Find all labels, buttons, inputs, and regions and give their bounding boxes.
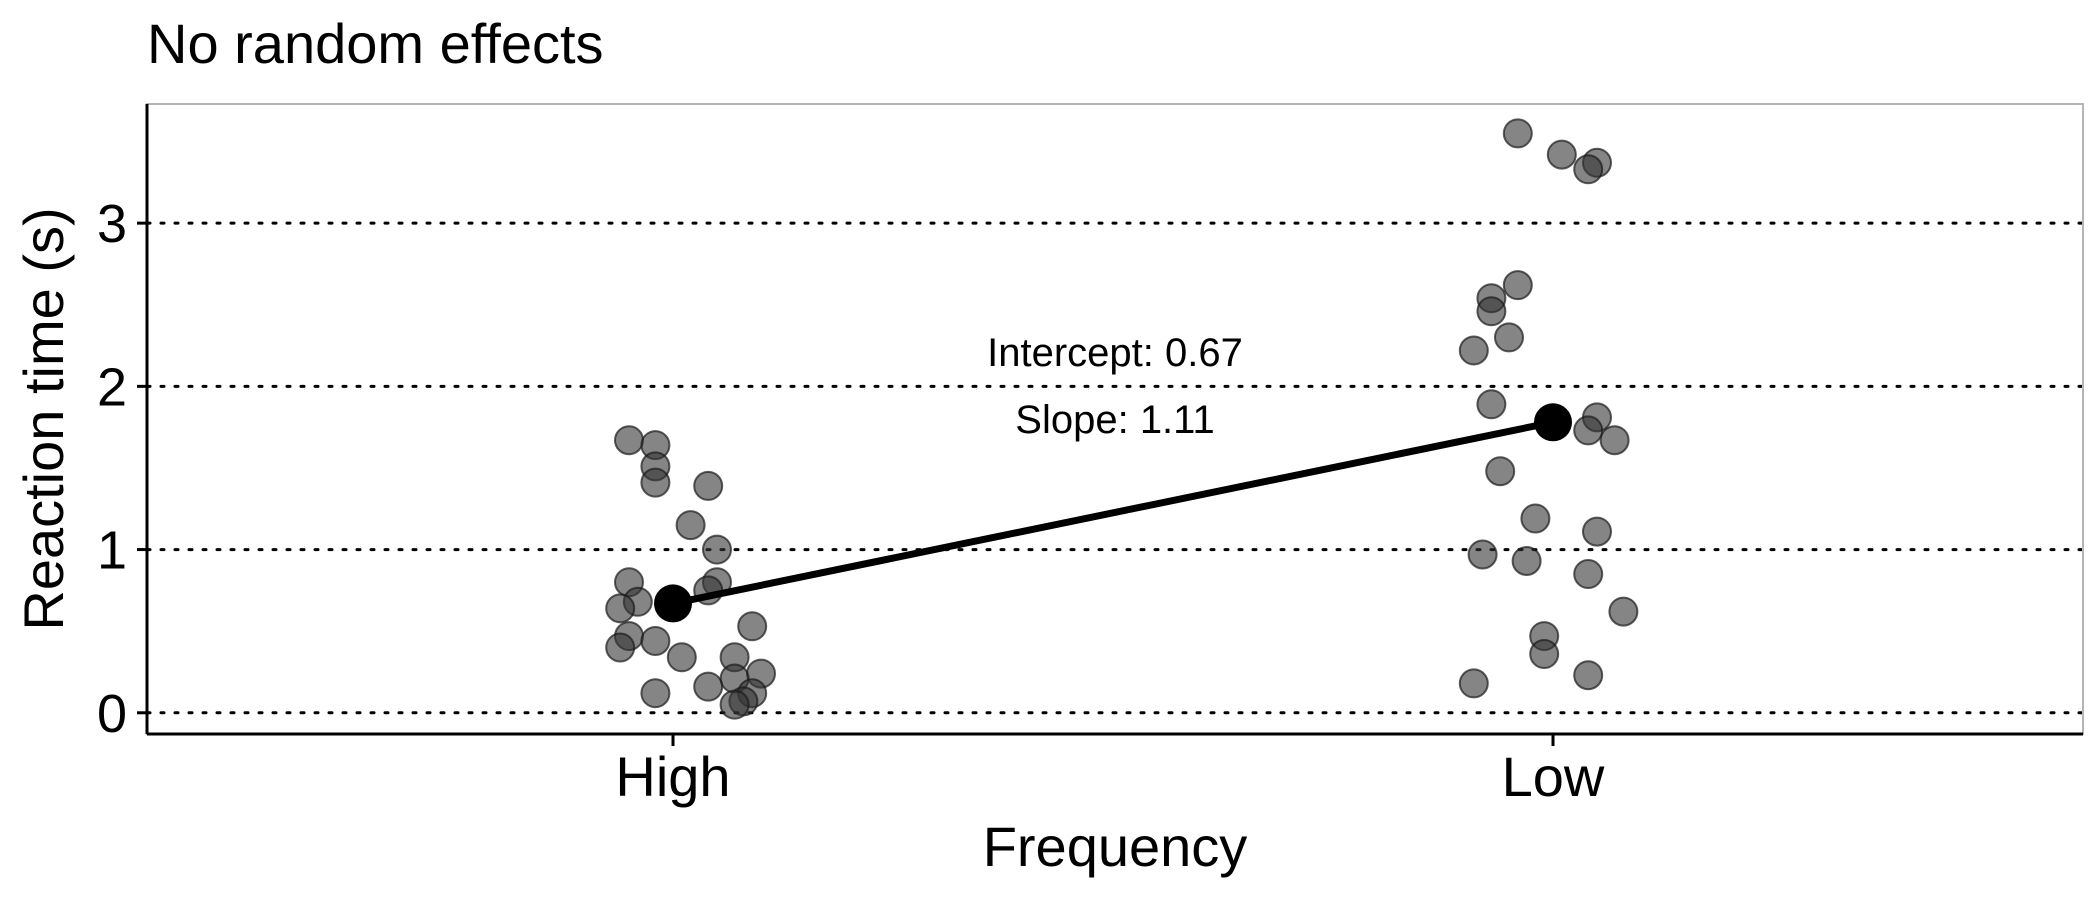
data-point-high-12 [605,593,636,624]
gridlines [145,221,2085,715]
data-point-low-20 [1608,596,1639,627]
data-point-low-7 [1476,296,1507,327]
data-point-low-15 [1520,503,1551,534]
x-axis-title: Frequency [983,815,1248,878]
y-axis-title: Reaction time (s) [12,207,75,630]
y-tick-label-3: 3 [97,194,127,254]
data-point-low-24 [1458,668,1489,699]
data-point-high-25 [719,689,750,720]
data-point-low-19 [1573,559,1604,590]
data-point-low-17 [1467,539,1498,570]
y-ticks: 0 1 2 3 [97,194,147,744]
data-points [605,118,1639,720]
slope-annotation: Slope: 1.11 [1015,398,1214,442]
data-point-high-13 [737,611,768,642]
x-tick-label-low: Low [1502,745,1605,808]
fit-point-low [1534,403,1572,442]
data-point-low-2 [1546,139,1577,170]
data-point-low-5 [1502,270,1533,301]
data-point-low-10 [1476,389,1507,420]
data-point-high-7 [702,534,732,565]
data-point-high-6 [675,510,706,541]
data-point-low-14 [1485,456,1516,487]
data-point-high-1 [614,425,644,456]
data-point-high-15 [640,625,671,656]
y-tick-label-2: 2 [97,357,127,417]
data-point-low-8 [1494,322,1524,353]
data-point-low-1 [1502,118,1533,149]
x-ticks: High Low [615,734,1605,808]
data-point-low-12 [1573,415,1604,446]
data-point-low-18 [1511,545,1542,576]
chart-title: No random effects [147,12,604,75]
data-point-low-23 [1573,660,1604,691]
data-point-high-17 [666,642,697,673]
data-point-low-16 [1582,516,1612,547]
data-point-low-13 [1599,425,1630,456]
intercept-annotation: Intercept: 0.67 [987,331,1243,375]
data-point-high-4 [640,467,671,498]
y-tick-label-1: 1 [97,521,127,581]
fit-line [672,418,1554,607]
data-point-high-23 [640,678,671,709]
data-point-low-4 [1573,154,1604,185]
data-point-high-16 [605,632,636,663]
data-point-high-21 [693,671,724,702]
data-point-low-22 [1529,639,1560,670]
y-tick-label-0: 0 [97,684,127,744]
fit-point-high [654,584,692,623]
x-tick-label-high: High [615,745,730,808]
data-point-low-9 [1458,335,1489,366]
fit-line-group [654,403,1572,623]
data-point-high-5 [693,470,724,501]
